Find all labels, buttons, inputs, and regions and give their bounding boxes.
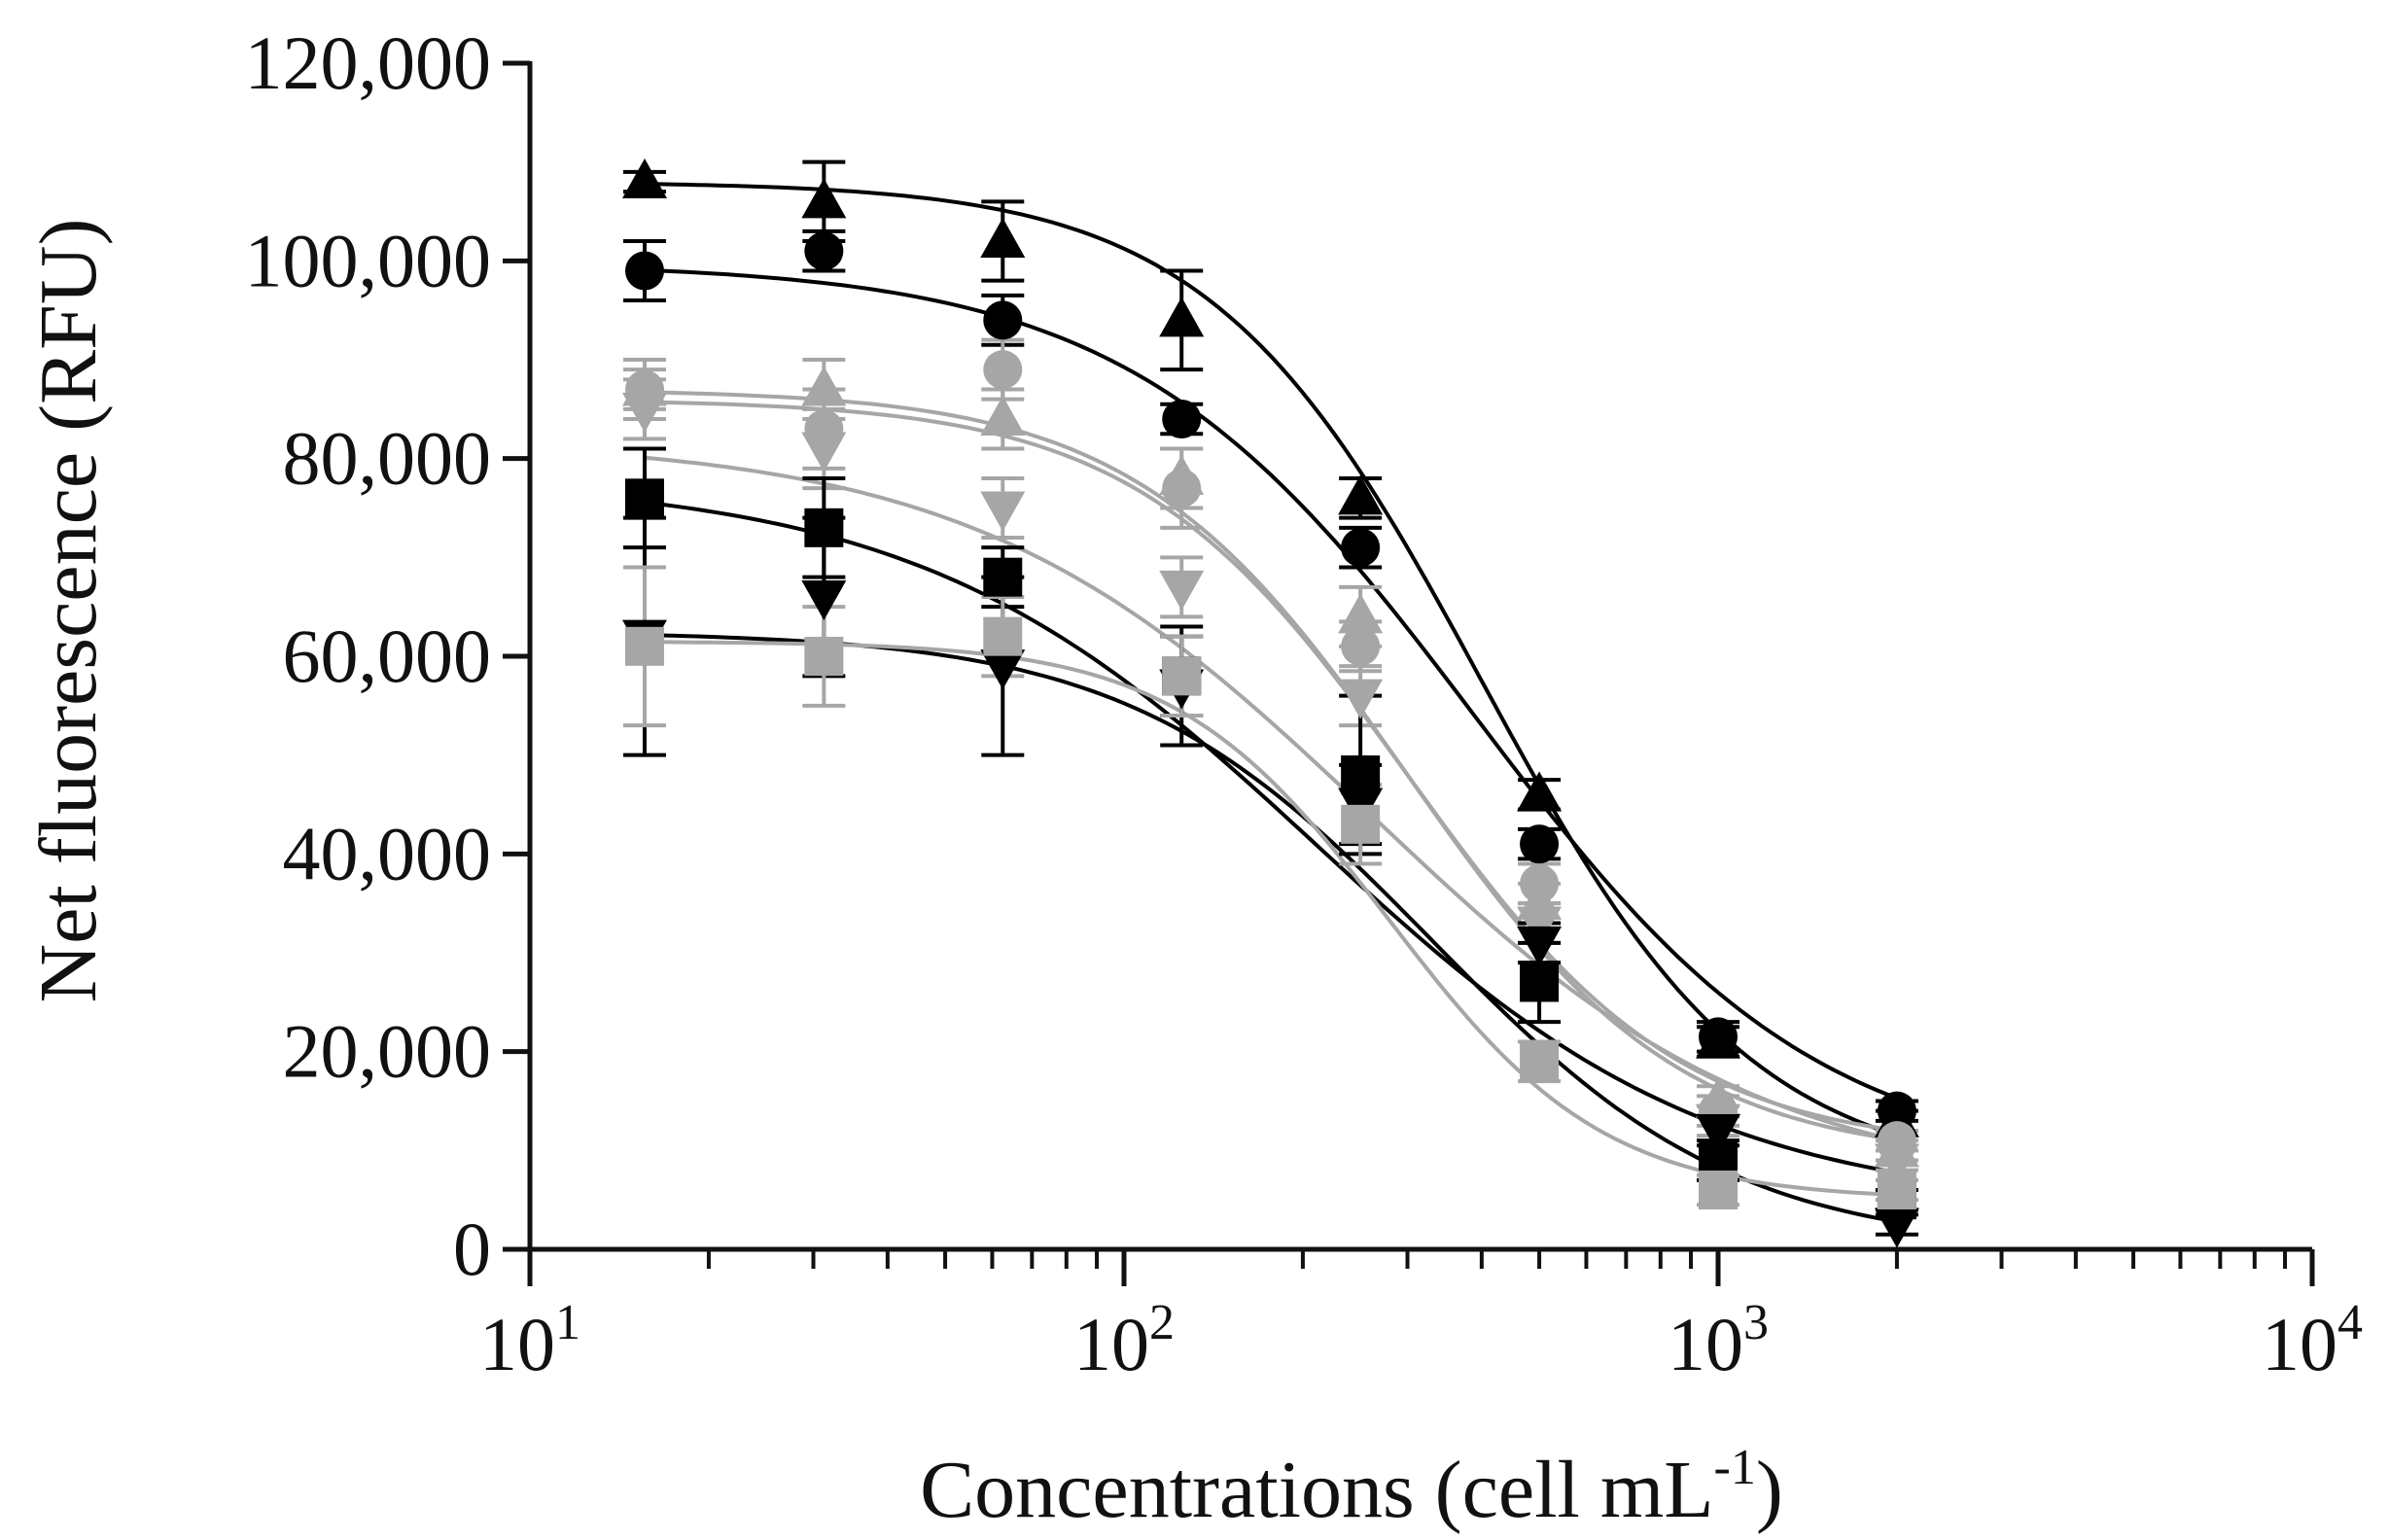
marker-black-triangle: [621, 158, 667, 198]
marker-black-triangle: [1517, 771, 1563, 812]
x-tick-label-base: 10: [2262, 1302, 2337, 1386]
marker-gray-circle: [983, 350, 1023, 390]
marker-black-circle: [1520, 824, 1560, 864]
y-tick-label: 40,000: [283, 811, 492, 895]
x-tick-label: 104: [2262, 1295, 2363, 1386]
x-axis-title: Concentrations (cell mL-1): [920, 1440, 1783, 1535]
marker-black-triangle: [1338, 474, 1384, 515]
fit-curve-black-circle: [644, 267, 1898, 1101]
y-tick-label: 100,000: [245, 218, 492, 302]
y-axis-title: Net fluorescence (RFU): [23, 218, 114, 1002]
marker-black-circle: [804, 231, 844, 271]
marker-gray-triangle: [801, 366, 847, 406]
error-bars: [622, 159, 1918, 1237]
marker-gray-square: [1162, 656, 1202, 696]
y-tick-label: 120,000: [245, 20, 492, 105]
marker-black-square: [1341, 755, 1381, 794]
x-tick-label-exponent: 4: [2337, 1295, 2363, 1350]
marker-black-circle: [624, 251, 664, 291]
marker-gray-circle: [1341, 626, 1381, 666]
x-tick-label-base: 10: [479, 1302, 555, 1386]
x-axis-title-superscript: -1: [1714, 1440, 1756, 1495]
marker-gray-inverted-triangle: [1159, 570, 1205, 611]
x-axis-title-suffix: ): [1756, 1445, 1783, 1535]
y-tick-label: 20,000: [283, 1009, 492, 1094]
marker-black-square: [983, 557, 1023, 597]
fit-curve-black-square: [644, 500, 1898, 1175]
y-tick-label: 60,000: [283, 613, 492, 698]
x-tick-label-exponent: 3: [1743, 1295, 1769, 1350]
x-tick-label-base: 10: [1668, 1302, 1743, 1386]
data-points: [621, 158, 1919, 1248]
marker-gray-triangle: [1159, 455, 1205, 495]
fit-curve-gray-inverted-triangle: [644, 455, 1898, 1143]
marker-gray-square: [1699, 1171, 1738, 1209]
x-axis-title-main: Concentrations (cell mL: [920, 1445, 1713, 1535]
marker-gray-inverted-triangle: [801, 432, 847, 472]
fit-curve-black-triangle: [644, 182, 1898, 1138]
marker-gray-square: [624, 626, 664, 666]
fit-curve-gray-triangle: [644, 390, 1898, 1142]
marker-black-inverted-triangle: [1517, 926, 1563, 966]
marker-gray-inverted-triangle: [1338, 679, 1384, 719]
fit-curve-gray-square: [644, 640, 1897, 1198]
marker-gray-triangle: [1338, 593, 1384, 634]
fit-curve-gray-circle: [644, 400, 1898, 1133]
y-tick-label: 0: [453, 1207, 491, 1291]
x-tick-label: 101: [479, 1295, 580, 1386]
marker-black-triangle: [801, 178, 847, 219]
marker-black-circle: [1162, 400, 1202, 438]
fitted-curves: [644, 182, 1898, 1224]
marker-black-triangle: [980, 218, 1026, 258]
marker-black-inverted-triangle: [980, 649, 1026, 690]
x-tick-label-exponent: 1: [555, 1295, 580, 1350]
marker-black-circle: [983, 300, 1023, 340]
marker-black-circle: [1341, 528, 1381, 568]
marker-gray-triangle: [980, 396, 1026, 436]
marker-gray-square: [804, 637, 844, 676]
marker-gray-square: [1341, 804, 1381, 844]
x-tick-label: 102: [1073, 1295, 1175, 1386]
axes: [503, 60, 2315, 1286]
marker-black-square: [1520, 962, 1560, 1002]
marker-black-inverted-triangle: [1696, 1114, 1740, 1154]
marker-black-circle: [1699, 1017, 1738, 1057]
tick-labels: 0 20,000 40,000 60,000 80,000 100,000 120,000 1…: [245, 20, 2364, 1386]
marker-gray-square: [1877, 1171, 1916, 1209]
marker-gray-square: [1520, 1041, 1560, 1081]
x-tick-label-exponent: 2: [1149, 1295, 1175, 1350]
x-tick-label: 103: [1668, 1295, 1769, 1386]
marker-gray-square: [983, 616, 1023, 656]
marker-black-circle: [1877, 1091, 1916, 1131]
y-tick-label: 80,000: [283, 416, 492, 501]
marker-black-inverted-triangle: [801, 580, 847, 620]
x-tick-label-base: 10: [1073, 1302, 1149, 1386]
marker-gray-inverted-triangle: [1874, 1143, 1919, 1184]
marker-black-square: [624, 478, 664, 518]
marker-black-triangle: [1159, 297, 1205, 337]
marker-gray-inverted-triangle: [621, 392, 667, 433]
marker-black-square: [804, 508, 844, 547]
marker-gray-inverted-triangle: [980, 491, 1026, 532]
marker-black-inverted-triangle: [1874, 1208, 1919, 1248]
